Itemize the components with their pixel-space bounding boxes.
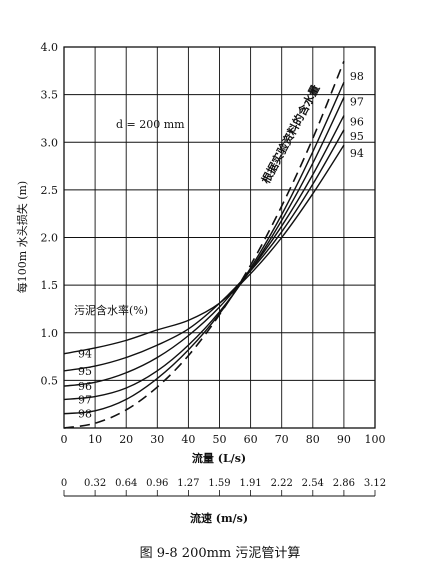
velocity-tick-label: 2.86 bbox=[333, 478, 355, 489]
x-tick-label: 100 bbox=[365, 433, 386, 446]
moisture-title: 污泥含水率(%) bbox=[74, 303, 148, 317]
series-line-98 bbox=[63, 81, 345, 415]
y-tick-label: 3.0 bbox=[41, 136, 59, 149]
velocity-axis-label: 流速 (m/s) bbox=[190, 511, 248, 525]
velocity-tick-label: 1.27 bbox=[177, 478, 199, 489]
velocity-tick-label: 2.54 bbox=[302, 478, 324, 489]
series-label-left: 94 bbox=[78, 348, 92, 361]
series-line-96 bbox=[63, 115, 345, 387]
velocity-tick-label: 0.64 bbox=[115, 478, 137, 489]
series-label-left: 96 bbox=[78, 380, 92, 393]
y-tick-label: 0.5 bbox=[41, 374, 59, 387]
x-tick-labels: 0 10 20 30 40 50 60 70 80 90 100 bbox=[61, 433, 386, 446]
y-tick-label: 2.0 bbox=[41, 232, 59, 245]
x-tick-label: 70 bbox=[275, 433, 289, 446]
x-tick-label: 80 bbox=[306, 433, 320, 446]
series-label-right: 95 bbox=[350, 130, 364, 143]
series-label-left: 97 bbox=[78, 393, 92, 406]
x-tick-label: 30 bbox=[150, 433, 164, 446]
x-axis-label: 流量 (L/s) bbox=[192, 451, 246, 465]
series-label-right: 94 bbox=[350, 147, 364, 160]
velocity-tick-label: 2.22 bbox=[271, 478, 293, 489]
velocity-tick-labels: 0 0.32 0.64 0.96 1.27 1.59 1.91 2.22 2.54 2.86 3.1… bbox=[61, 478, 386, 497]
plot-frame bbox=[63, 46, 376, 429]
grid bbox=[64, 47, 375, 428]
y-tick-labels: 0.5 1.0 1.5 2.0 2.5 3.0 3.5 4.0 bbox=[41, 41, 59, 387]
y-tick-label: 1.5 bbox=[41, 279, 59, 292]
y-tick-label: 2.5 bbox=[41, 184, 59, 197]
x-tick-label: 60 bbox=[244, 433, 258, 446]
x-tick-label: 40 bbox=[181, 433, 195, 446]
diameter-annotation: d = 200 mm bbox=[116, 118, 185, 131]
series-label-right: 96 bbox=[350, 116, 364, 129]
series-label-right: 98 bbox=[350, 70, 364, 83]
series-line-dashed bbox=[63, 60, 345, 429]
velocity-tick-label: 0 bbox=[61, 478, 67, 489]
velocity-tick-label: 0.96 bbox=[146, 478, 168, 489]
y-tick-label: 4.0 bbox=[41, 41, 59, 54]
y-tick-label: 3.5 bbox=[41, 89, 59, 102]
series-line-95 bbox=[63, 129, 345, 372]
y-tick-label: 1.0 bbox=[41, 327, 59, 340]
figure-caption: 图 9-8 200mm 污泥管计算 bbox=[140, 546, 301, 561]
series-label-right: 97 bbox=[350, 95, 364, 108]
velocity-tick-label: 1.59 bbox=[208, 478, 230, 489]
x-tick-label: 90 bbox=[337, 433, 351, 446]
x-tick-label: 20 bbox=[119, 433, 133, 446]
series-label-left: 98 bbox=[78, 408, 92, 421]
axes bbox=[63, 46, 376, 429]
series-line-94 bbox=[63, 144, 345, 355]
velocity-tick-label: 3.12 bbox=[364, 478, 386, 489]
velocity-tick-label: 1.91 bbox=[239, 478, 261, 489]
series-line-97 bbox=[63, 97, 345, 401]
series-label-left: 95 bbox=[78, 365, 92, 378]
x-tick-label: 50 bbox=[213, 433, 227, 446]
x-tick-label: 0 bbox=[61, 433, 68, 446]
velocity-tick-label: 0.32 bbox=[84, 478, 106, 489]
x-tick-label: 10 bbox=[88, 433, 102, 446]
y-axis-label: 每100m 水头损失 (m) bbox=[15, 181, 29, 293]
